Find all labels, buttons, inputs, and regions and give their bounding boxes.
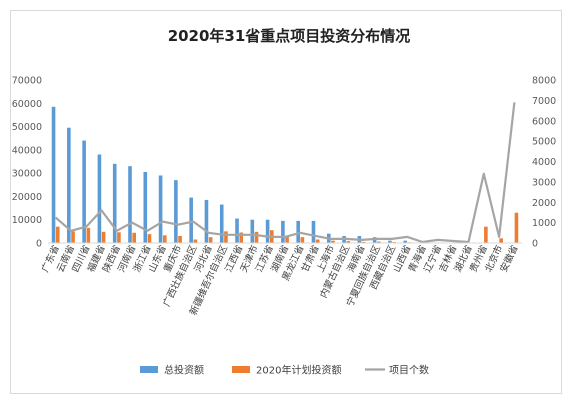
planned-investment-bar [208,237,213,243]
planned-investment-bar [239,232,244,243]
legend-project-count: 项目个数 [365,364,429,377]
total-investment-bar [235,218,239,243]
planned-investment-bar [377,241,381,243]
legend: 总投资额 2020年计划投资额 项目个数 [140,364,429,377]
legend-label: 总投资额 [164,364,204,377]
legend-swatch [232,366,250,373]
total-investment-bar [67,127,71,243]
planned-investment-bar [300,237,305,243]
bar-series [51,106,519,244]
planned-investment-bar [71,231,75,243]
left-y-tick-label: 40000 [12,145,42,156]
total-investment-bar [250,219,255,243]
chart-frame [10,10,562,394]
planned-investment-bar [361,241,366,243]
total-investment-bar [388,240,392,243]
planned-investment-bar [514,212,519,243]
total-investment-bar [174,180,178,243]
line-series [54,102,516,244]
right-y-tick-label: 2000 [532,198,556,209]
planned-investment-bar [254,231,259,243]
x-axis-categories: 广东省云南省四川省福建省陕西省河南省浙江省山东省重庆市广西壮族自治区河北省新疆维… [39,243,521,317]
total-investment-bar [281,220,285,243]
planned-investment-bar [346,241,351,243]
left-y-tick-label: 30000 [12,169,42,180]
planned-investment-bar [101,231,106,243]
left-y-tick-label: 60000 [12,99,42,110]
total-investment-bar [219,204,224,243]
right-y-tick-label: 7000 [532,96,556,107]
right-y-axis: 0 1000 2000 3000 4000 5000 6000 7000 8000 [532,76,556,250]
planned-investment-bar [147,234,152,243]
planned-investment-bar [193,239,198,243]
planned-investment-bar [86,227,91,243]
total-investment-bar [82,140,86,243]
total-investment-bar [143,171,148,243]
chart-title: 2020年31省重点项目投资分布情况 [168,27,411,45]
planned-investment-bar [132,232,136,243]
planned-investment-bar [117,232,121,243]
total-investment-bar [158,175,163,243]
planned-investment-bar [499,238,503,243]
left-y-tick-label: 10000 [12,215,42,226]
total-investment-bar [296,220,300,243]
right-y-tick-label: 4000 [532,157,556,168]
total-investment-bar [51,106,56,244]
left-y-tick-label: 50000 [12,122,42,133]
total-investment-bar [265,219,270,243]
total-investment-bar [189,197,193,243]
total-investment-bar [403,240,408,243]
legend-planned-investment: 2020年计划投资额 [232,364,341,377]
right-y-tick-label: 6000 [532,116,556,127]
right-y-tick-label: 8000 [532,76,556,87]
left-y-tick-label: 0 [36,239,42,250]
planned-investment-bar [315,239,320,243]
planned-investment-bar [285,236,289,243]
right-y-tick-label: 1000 [532,218,556,229]
legend-label: 项目个数 [389,364,429,377]
planned-investment-bar [331,240,335,243]
legend-label: 2020年计划投资额 [256,364,341,377]
planned-investment-bar [178,236,182,243]
left-y-tick-label: 20000 [12,192,42,203]
planned-investment-bar [162,235,167,243]
right-y-tick-label: 3000 [532,177,556,188]
project-count-line [54,102,516,244]
left-y-tick-label: 70000 [12,76,42,87]
total-investment-bar [204,199,209,243]
total-investment-bar [112,163,117,243]
total-investment-bar [311,220,316,243]
right-y-tick-label: 0 [532,239,538,250]
total-investment-bar [97,154,102,243]
planned-investment-bar [55,226,60,243]
planned-investment-bar [224,231,228,243]
total-investment-bar [128,166,132,243]
left-y-axis: 0 10000 20000 30000 40000 50000 60000 70000 [12,76,42,250]
right-y-tick-label: 5000 [532,137,556,148]
legend-swatch [140,366,158,373]
planned-investment-bar [484,226,488,243]
legend-total-investment: 总投资额 [140,364,204,377]
